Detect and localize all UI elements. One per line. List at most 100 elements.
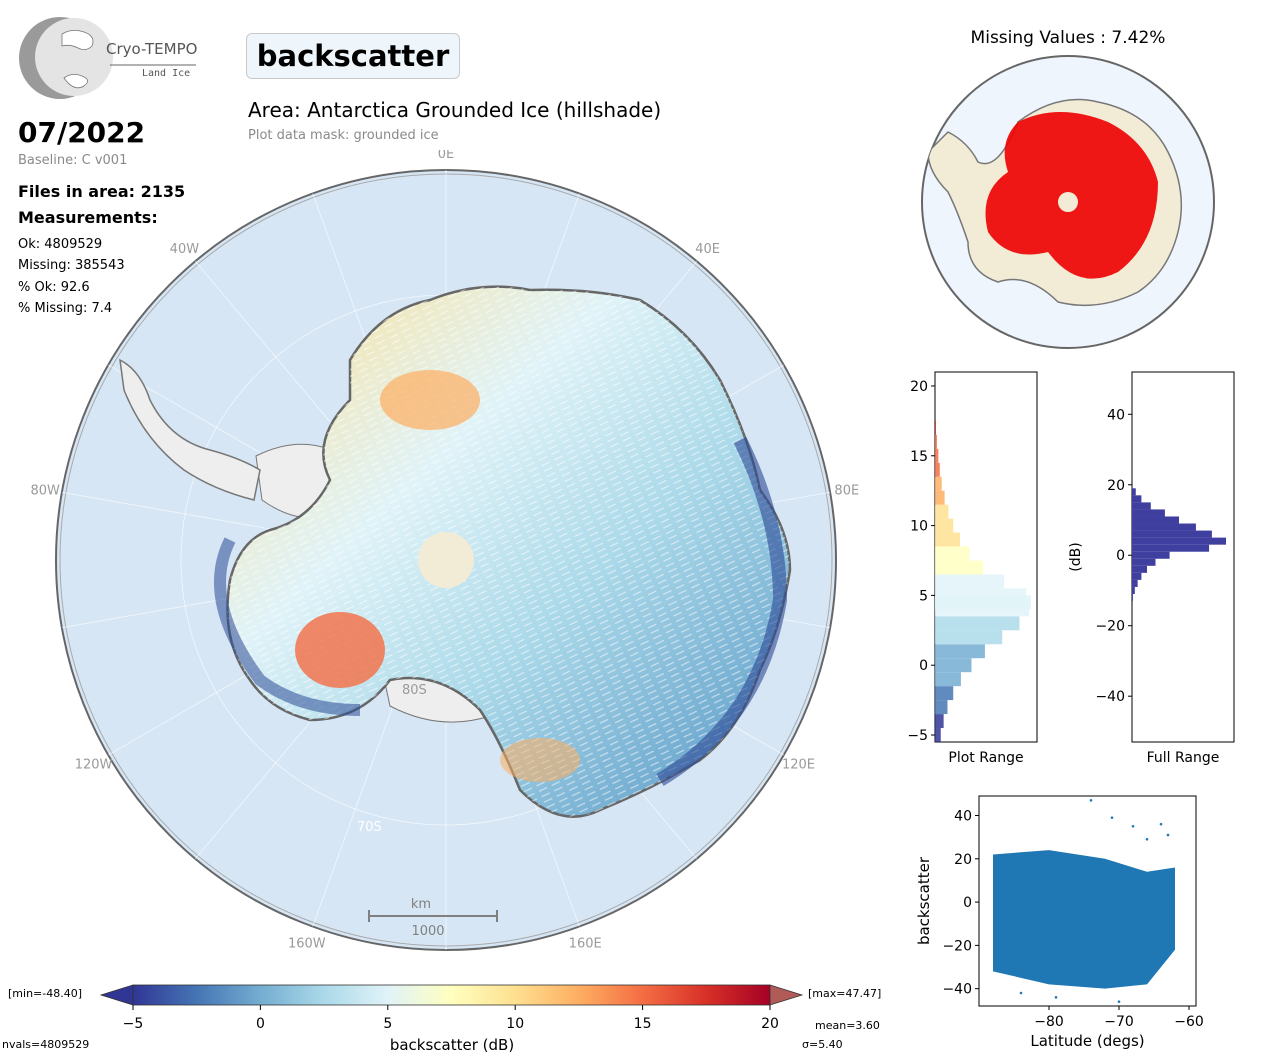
- hist2-xlabel: Full Range: [1147, 750, 1220, 765]
- hist2-bar: [1132, 502, 1151, 510]
- colorbar-ticks: −5 0 5 10 15 20: [123, 1005, 779, 1032]
- hist1-bar: [935, 574, 1005, 589]
- hist1-bar: [935, 686, 954, 701]
- hist2-bar: [1132, 537, 1226, 545]
- hist1-bar: [935, 644, 985, 659]
- hist1-xlabel: Plot Range: [948, 750, 1023, 765]
- scatter-point: [1117, 1000, 1121, 1003]
- mean-label: mean=3.60: [815, 1019, 880, 1032]
- scatter-point: [1110, 816, 1114, 819]
- missing-map-pole: [1058, 192, 1078, 212]
- colorbar-tick-label: 10: [506, 1016, 524, 1032]
- scatter-ytick-label: −40: [942, 982, 972, 998]
- hist1-bar: [935, 672, 961, 687]
- colorbar-tick-label: 20: [761, 1016, 779, 1032]
- scatter-xtick-label: −60: [1174, 1014, 1204, 1030]
- hist2-bar: [1132, 509, 1165, 517]
- colorbar-tick-label: −5: [123, 1016, 144, 1032]
- area-title: Area: Antarctica Grounded Ice (hillshade…: [248, 98, 662, 122]
- hist1-bar: [935, 490, 945, 505]
- baseline-label: Baseline: C v001: [18, 153, 128, 168]
- missing-map: [921, 55, 1215, 349]
- scatter-point: [1166, 833, 1170, 837]
- scatter-point: [1159, 822, 1163, 826]
- full-range-histogram: 40 20 0 −20 −40 Full Range (dB): [1068, 371, 1235, 765]
- lon-label-120w: 120W: [75, 758, 113, 773]
- hist2-ytick-label: −40: [1095, 689, 1125, 705]
- hist2-bar: [1132, 523, 1196, 531]
- lat-label-70s: 70S: [357, 820, 382, 835]
- lon-label-160w: 160W: [288, 936, 326, 951]
- colorbar-bar: [132, 984, 771, 1006]
- sigma-label: σ=5.40: [802, 1038, 843, 1051]
- scatter-ytick-label: 40: [954, 808, 972, 824]
- antarctic-peninsula: [119, 358, 261, 501]
- colorbar-max-arrow: [769, 984, 804, 1006]
- lon-label-80w: 80W: [30, 483, 60, 498]
- variable-title: backscatter: [246, 33, 460, 79]
- ice-sheet-streaks: [227, 286, 790, 817]
- hist2-bar: [1132, 586, 1135, 594]
- scatter-point: [1089, 799, 1093, 802]
- hist2-ylabel: (dB): [1068, 542, 1084, 571]
- colorbar-tick-label: 5: [383, 1016, 392, 1032]
- hist1-ytick-label: 0: [919, 658, 928, 674]
- hist1-ytick-label: −5: [907, 728, 928, 744]
- scatter-point: [1131, 825, 1135, 828]
- lon-label-160e: 160E: [569, 936, 602, 951]
- hist1-bar: [935, 658, 972, 673]
- hist1-bar: [935, 588, 1027, 603]
- cryo-tempo-logo: [19, 17, 196, 99]
- scatter-ytick-label: 0: [963, 895, 972, 911]
- hist1-bar: [935, 504, 949, 519]
- measurements-label: Measurements:: [18, 208, 158, 227]
- hist1-bar: [935, 434, 937, 449]
- hist1-bar: [935, 546, 970, 561]
- scalebar-unit: km: [411, 897, 431, 912]
- hist1-ytick-label: 10: [910, 519, 928, 535]
- lon-label-120e: 120E: [782, 758, 815, 773]
- hist1-bar: [935, 630, 1003, 645]
- lon-label-40w: 40W: [170, 242, 200, 257]
- missing-map-title: Missing Values : 7.42%: [970, 28, 1166, 48]
- high-backscatter-north: [380, 370, 480, 430]
- main-map: 0E 40E 80E 120E 160E 160W 120W 80W 40W 80S 70S k…: [30, 150, 859, 951]
- files-label: Files in area: 2135: [18, 182, 186, 201]
- nvals-label: nvals=4809529: [2, 1038, 90, 1051]
- hist1-bar: [935, 518, 954, 533]
- hist1-bar: [935, 700, 948, 715]
- hist2-bar: [1132, 565, 1148, 573]
- lon-label-40e: 40E: [695, 242, 720, 257]
- plot-range-histogram: 20 15 10 5 0 −5 Plot Range: [907, 371, 1038, 765]
- ok-count: Ok: 4809529: [18, 237, 103, 252]
- lat-label-80s: 80S: [402, 683, 427, 698]
- hist2-ytick-label: 0: [1116, 548, 1125, 564]
- hist2-bar: [1132, 572, 1142, 580]
- scatter-point-cloud: [993, 850, 1175, 989]
- scatter-point: [1145, 837, 1149, 841]
- hist2-bar: [1132, 579, 1138, 587]
- pct-missing: % Missing: 7.4: [18, 301, 113, 316]
- high-backscatter-coast: [500, 738, 580, 782]
- hist2-bar: [1132, 488, 1136, 496]
- hist1-ytick-label: 5: [919, 588, 928, 604]
- mask-subtitle: Plot data mask: grounded ice: [248, 128, 439, 143]
- colorbar-tick-label: 0: [256, 1016, 265, 1032]
- colorbar-tick-label: 15: [634, 1016, 652, 1032]
- hist1-bar: [935, 448, 939, 463]
- coastal-low-band-east: [656, 436, 788, 787]
- logo-moon-light: [35, 18, 113, 96]
- hist2-bar: [1132, 594, 1133, 602]
- lon-label-0e: 0E: [438, 150, 455, 162]
- hist1-ytick-label: 20: [910, 379, 928, 395]
- latitude-scatter-plot: 40 20 0 −20 −40 −80 −70 −60 Latitude (degs) backs…: [915, 795, 1204, 1050]
- colorbar-label: backscatter (dB): [389, 1036, 515, 1054]
- hist1-bar: [935, 532, 960, 547]
- missing-count: Missing: 385543: [18, 258, 125, 273]
- colorbar: −5 0 5 10 15 20: [99, 984, 804, 1032]
- colorbar-max-label: [max=47.47]: [808, 987, 882, 1000]
- hist1-ytick-label: 15: [910, 449, 928, 465]
- logo-product: Cryo-TEMPO: [106, 40, 198, 58]
- pct-ok: % Ok: 92.6: [18, 280, 90, 295]
- colorbar-min-label: [min=-48.40]: [8, 987, 83, 1000]
